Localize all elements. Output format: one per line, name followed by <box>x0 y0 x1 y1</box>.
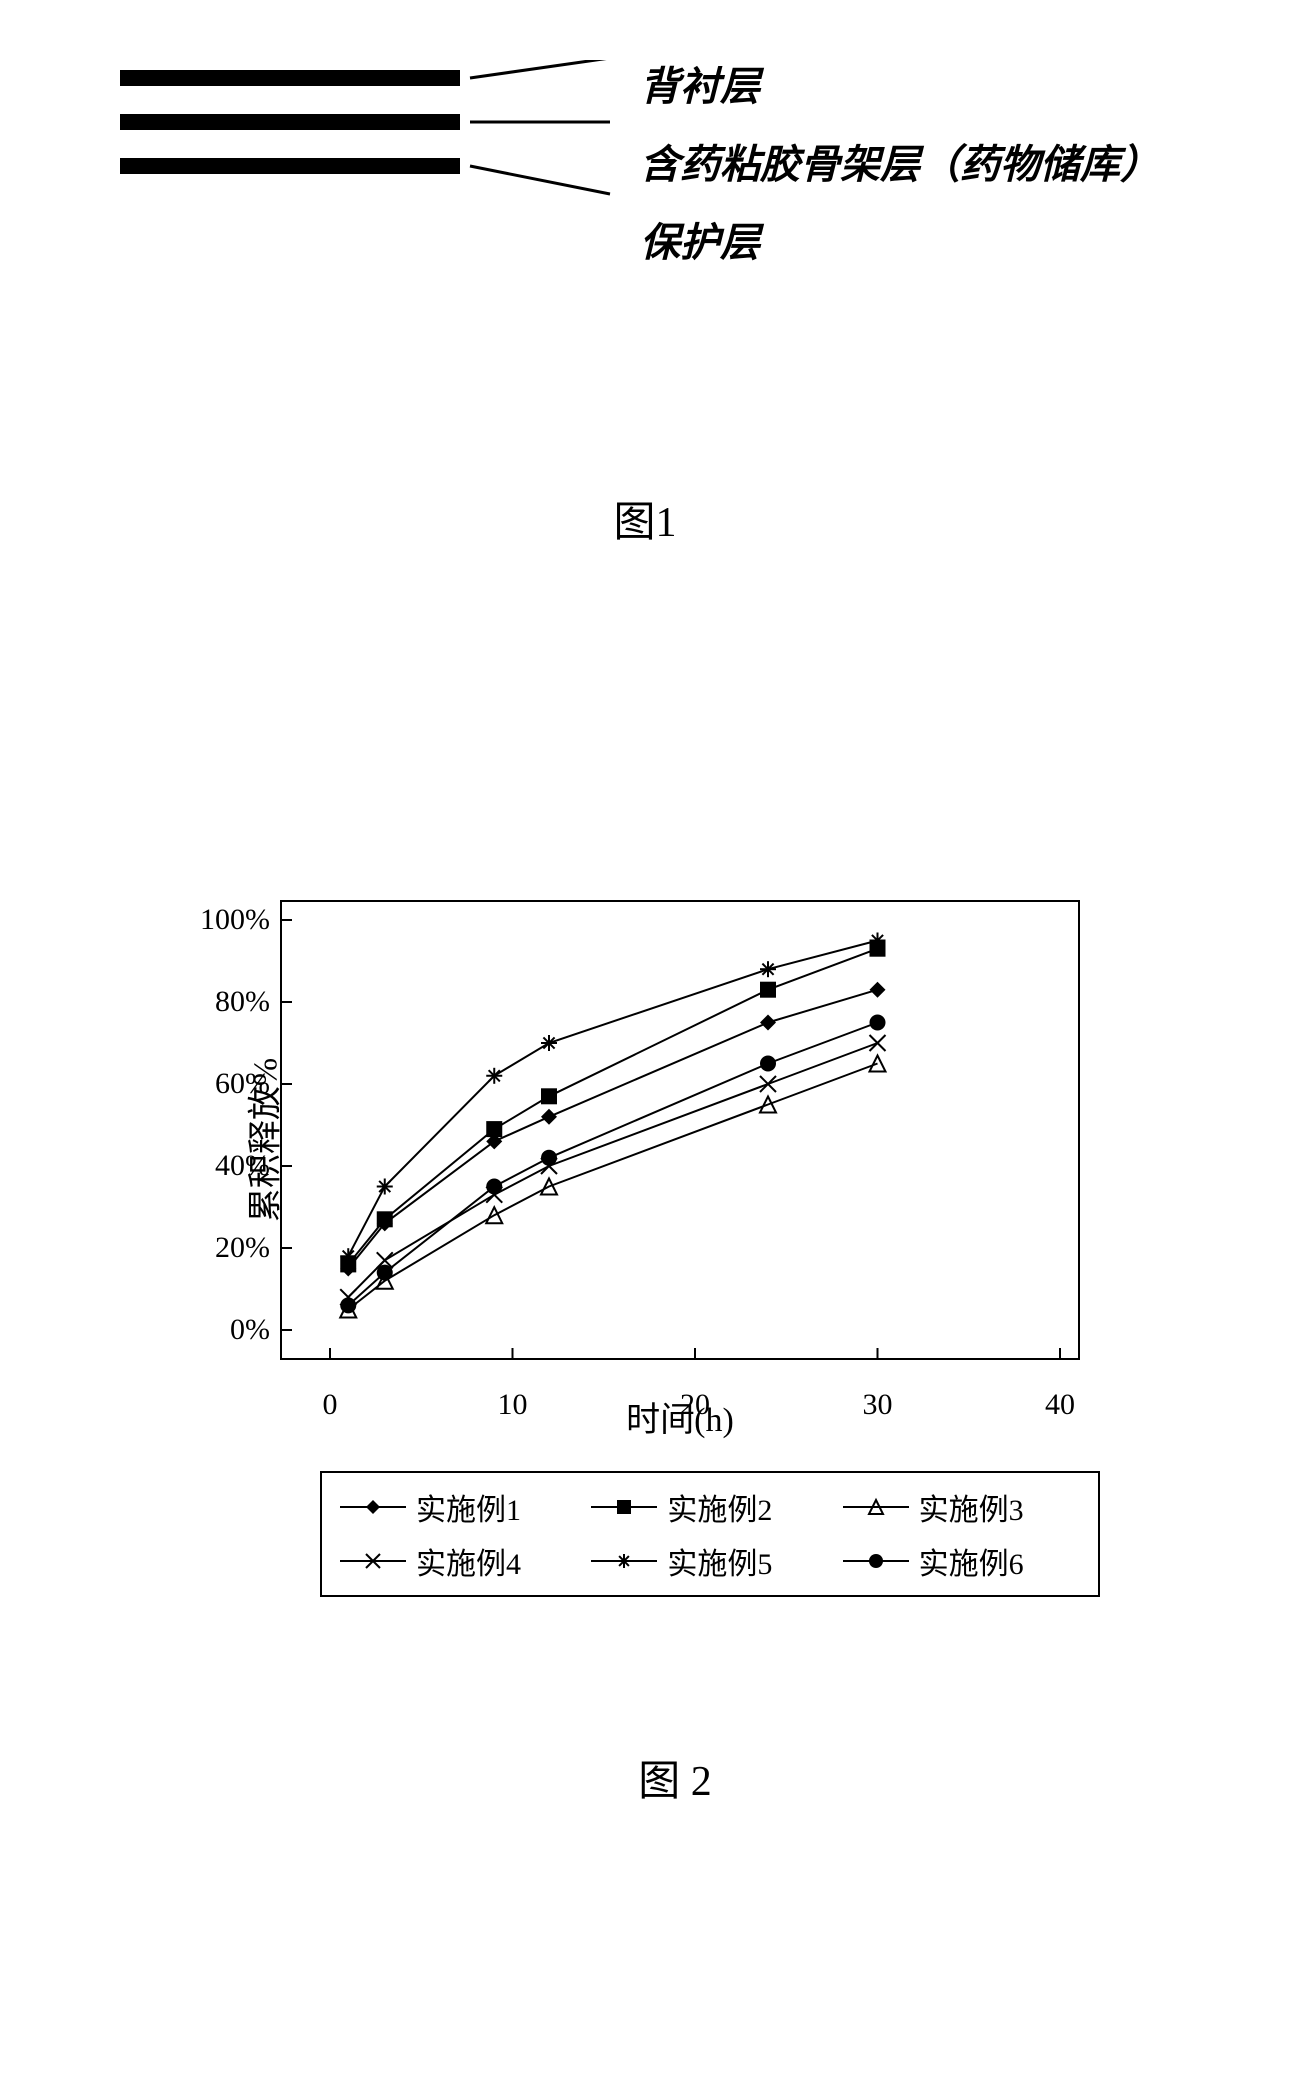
legend-item: 实施例3 <box>841 1485 1082 1529</box>
legend-label: 实施例2 <box>667 1485 772 1529</box>
chart-frame: 累积释放% 0%20%40%60%80%100% 010203040 <box>280 900 1100 1380</box>
y-tick-label: 40% <box>215 1149 270 1183</box>
layer-bar-top <box>120 70 460 86</box>
layer-label-1: 背衬层 <box>640 54 1160 112</box>
legend-label: 实施例1 <box>416 1485 521 1529</box>
figure-1-caption: 图1 <box>120 488 1170 549</box>
x-tick-label: 10 <box>498 1388 528 1422</box>
legend-item: 实施例1 <box>338 1485 579 1529</box>
legend-item: 实施例2 <box>589 1485 830 1529</box>
layer-labels: 背衬层 含药粘胶骨架层（药物储库） 保护层 <box>640 54 1160 268</box>
layer-label-2: 含药粘胶骨架层（药物储库） <box>640 132 1160 190</box>
legend-swatch <box>841 1549 911 1573</box>
y-tick-label: 80% <box>215 985 270 1019</box>
layer-label-3: 保护层 <box>640 210 1160 268</box>
y-tick-label: 0% <box>230 1313 270 1347</box>
legend-swatch <box>338 1549 408 1573</box>
y-tick-label: 100% <box>200 903 270 937</box>
legend-label: 实施例4 <box>416 1539 521 1583</box>
figure-2: 累积释放% 0%20%40%60%80%100% 010203040 时间(h)… <box>170 900 1120 1808</box>
layer-bar-bottom <box>120 158 460 174</box>
legend-swatch <box>589 1549 659 1573</box>
layer-diagram: 背衬层 含药粘胶骨架层（药物储库） 保护层 <box>120 60 1170 268</box>
y-tick-label: 20% <box>215 1231 270 1265</box>
figure-2-caption: 图 2 <box>230 1747 1120 1808</box>
figure-1: 背衬层 含药粘胶骨架层（药物储库） 保护层 图1 <box>120 60 1170 549</box>
x-tick-label: 20 <box>680 1388 710 1422</box>
chart-plot <box>280 900 1080 1360</box>
legend-item: 实施例4 <box>338 1539 579 1583</box>
legend-label: 实施例6 <box>919 1539 1024 1583</box>
callout-lines <box>460 60 640 230</box>
legend-swatch <box>589 1495 659 1519</box>
legend-swatch <box>338 1495 408 1519</box>
legend-item: 实施例5 <box>589 1539 830 1583</box>
x-tick-label: 40 <box>1045 1388 1075 1422</box>
chart-legend: 实施例1 实施例2 实施例3 实施例4 实施例5 实施例6 <box>320 1471 1100 1597</box>
x-tick-label: 30 <box>863 1388 893 1422</box>
legend-swatch <box>841 1495 911 1519</box>
x-tick-label: 0 <box>323 1388 338 1422</box>
layer-bar-middle <box>120 114 460 130</box>
legend-label: 实施例3 <box>919 1485 1024 1529</box>
legend-item: 实施例6 <box>841 1539 1082 1583</box>
legend-label: 实施例5 <box>667 1539 772 1583</box>
y-tick-label: 60% <box>215 1067 270 1101</box>
layer-bars <box>120 70 460 174</box>
